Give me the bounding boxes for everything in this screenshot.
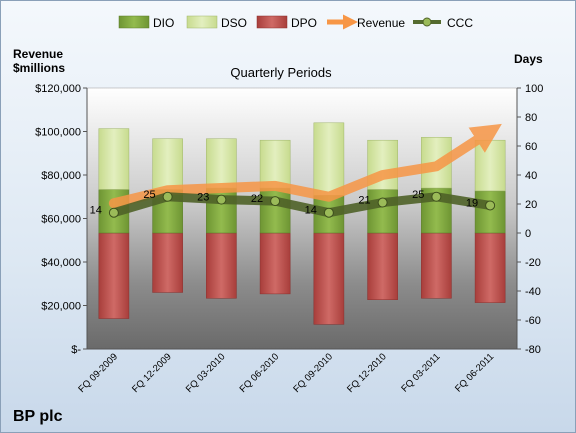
ccc-data-label: 14 — [90, 205, 102, 217]
left-axis-title-line1: Revenue — [13, 47, 63, 61]
bar-dpo — [152, 232, 183, 293]
ccc-data-label: 14 — [305, 205, 317, 217]
legend-swatch-dio — [118, 15, 150, 29]
left-tick-label: $120,000 — [35, 83, 81, 95]
x-tick-label: FQ 09-2009 — [76, 351, 120, 395]
bar-dpo — [98, 232, 130, 319]
left-tick-label: $- — [71, 344, 81, 356]
legend-swatch-ccc-marker — [422, 17, 432, 27]
ccc-point — [108, 207, 119, 218]
right-tick-label: 60 — [525, 141, 537, 153]
x-tick-label: FQ 06-2010 — [238, 351, 282, 395]
ccc-point — [431, 191, 442, 202]
plot-area — [86, 87, 518, 350]
ccc-data-label: 25 — [412, 189, 424, 201]
chart-title: Quarterly Periods — [230, 65, 332, 80]
ccc-line — [109, 192, 495, 218]
legend-label-ccc: CCC — [447, 16, 473, 30]
right-tick-label: 40 — [525, 170, 537, 182]
bars-group — [98, 122, 506, 325]
x-tick-label: FQ 12-2009 — [130, 351, 174, 395]
revenue-line — [108, 123, 502, 209]
left-axis: $- $20,000 $40,000 $60,000 $80,000 $100,000 $1… — [35, 83, 88, 356]
left-tick-label: $80,000 — [41, 170, 81, 182]
legend-label-dso: DSO — [221, 16, 247, 30]
right-tick-label: -60 — [525, 315, 541, 327]
bar-dio — [474, 190, 506, 234]
legend-label-revenue: Revenue — [357, 16, 405, 30]
right-tick-label: 100 — [525, 83, 543, 95]
x-tick-label: FQ 03-2011 — [399, 351, 442, 394]
bar-dio — [259, 187, 291, 234]
x-tick-label: FQ 12-2010 — [345, 351, 389, 395]
x-axis: FQ 09-2009 FQ 12-2009 FQ 03-2010 FQ 06-2010… — [76, 348, 517, 395]
legend: DIO DSO DPO Revenue CCC — [118, 14, 473, 30]
left-tick-label: $100,000 — [35, 127, 81, 139]
right-axis: -80 -60 -40 -20 0 20 40 60 80 100 — [516, 83, 543, 356]
ccc-point — [485, 200, 496, 211]
left-axis-title-line2: $millions — [13, 61, 65, 75]
ccc-data-label: 19 — [466, 197, 478, 209]
bar-dso — [474, 139, 506, 192]
ccc-series: 14 25 23 22 14 21 25 19 — [90, 189, 496, 218]
legend-swatch-dpo — [256, 15, 288, 29]
left-tick-label: $60,000 — [41, 214, 81, 226]
ccc-point — [377, 197, 388, 208]
right-tick-label: -40 — [525, 286, 541, 298]
right-tick-label: 80 — [525, 112, 537, 124]
ccc-data-label: 25 — [143, 189, 155, 201]
right-tick-label: -20 — [525, 257, 541, 269]
bar-dso — [259, 139, 291, 189]
right-tick-label: 20 — [525, 199, 537, 211]
bar-dio — [367, 189, 398, 234]
x-tick-label: FQ 03-2010 — [184, 351, 228, 395]
ccc-point — [162, 191, 173, 202]
right-axis-title: Days — [514, 52, 543, 66]
x-tick-label: FQ 09-2010 — [291, 351, 335, 395]
ccc-point — [216, 194, 227, 205]
legend-label-dio: DIO — [153, 16, 174, 30]
ccc-data-label: 22 — [251, 193, 263, 205]
bar-dso — [152, 138, 183, 190]
bar-dpo — [313, 232, 345, 325]
legend-swatch-dso — [186, 15, 218, 29]
ccc-point — [270, 196, 281, 207]
ccc-point — [323, 207, 334, 218]
right-tick-label: 0 — [525, 228, 531, 240]
ccc-data-label: 21 — [358, 195, 370, 207]
bar-dso — [206, 138, 237, 189]
left-tick-label: $20,000 — [41, 301, 81, 313]
bar-dpo — [474, 232, 506, 303]
revenue-series — [108, 123, 502, 209]
bar-dso — [313, 122, 345, 196]
legend-label-dpo: DPO — [291, 16, 317, 30]
bar-dpo — [421, 232, 452, 299]
bar-dpo — [367, 232, 398, 300]
left-tick-label: $40,000 — [41, 257, 81, 269]
bar-dpo — [259, 232, 291, 295]
bar-dpo — [206, 232, 237, 299]
bar-dso — [98, 128, 130, 190]
company-label: BP plc — [13, 408, 63, 425]
x-tick-label: FQ 06-2011 — [453, 351, 496, 394]
ccc-data-label: 23 — [197, 192, 209, 204]
right-tick-label: -80 — [525, 344, 541, 356]
